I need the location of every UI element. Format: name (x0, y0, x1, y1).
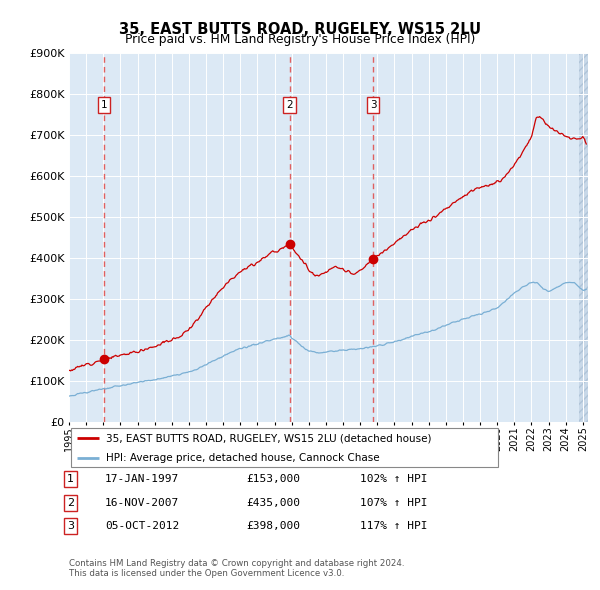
Text: 3: 3 (370, 100, 376, 110)
FancyBboxPatch shape (71, 428, 498, 467)
Text: This data is licensed under the Open Government Licence v3.0.: This data is licensed under the Open Gov… (69, 569, 344, 578)
Text: 1: 1 (67, 474, 74, 484)
Text: 2: 2 (286, 100, 293, 110)
Text: 3: 3 (67, 522, 74, 531)
Text: £435,000: £435,000 (246, 498, 300, 507)
Text: 117% ↑ HPI: 117% ↑ HPI (360, 522, 427, 531)
Text: Price paid vs. HM Land Registry's House Price Index (HPI): Price paid vs. HM Land Registry's House … (125, 33, 475, 46)
Text: 05-OCT-2012: 05-OCT-2012 (105, 522, 179, 531)
Text: 102% ↑ HPI: 102% ↑ HPI (360, 474, 427, 484)
Bar (580, 53, 596, 422)
Text: 35, EAST BUTTS ROAD, RUGELEY, WS15 2LU: 35, EAST BUTTS ROAD, RUGELEY, WS15 2LU (119, 22, 481, 37)
Text: 16-NOV-2007: 16-NOV-2007 (105, 498, 179, 507)
Text: 35, EAST BUTTS ROAD, RUGELEY, WS15 2LU (detached house): 35, EAST BUTTS ROAD, RUGELEY, WS15 2LU (… (106, 433, 431, 443)
Bar (580, 53, 596, 422)
Text: 2: 2 (67, 498, 74, 507)
Text: 107% ↑ HPI: 107% ↑ HPI (360, 498, 427, 507)
Text: 1: 1 (101, 100, 107, 110)
Text: 17-JAN-1997: 17-JAN-1997 (105, 474, 179, 484)
Text: HPI: Average price, detached house, Cannock Chase: HPI: Average price, detached house, Cann… (106, 453, 379, 463)
Text: £398,000: £398,000 (246, 522, 300, 531)
Text: Contains HM Land Registry data © Crown copyright and database right 2024.: Contains HM Land Registry data © Crown c… (69, 559, 404, 568)
Text: £153,000: £153,000 (246, 474, 300, 484)
